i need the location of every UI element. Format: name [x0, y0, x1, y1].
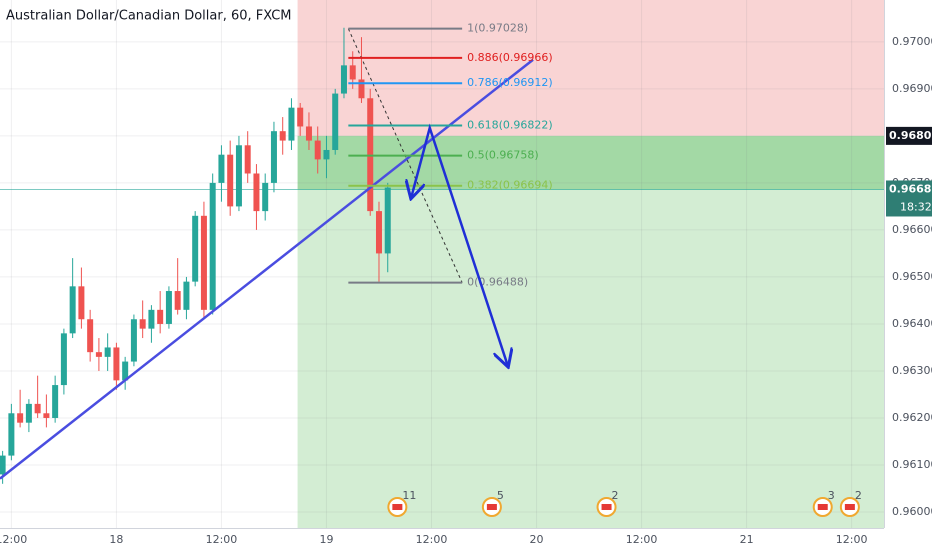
target-zone — [297, 189, 884, 528]
x-tick-label: 12:00 — [0, 533, 27, 546]
last-price-label: 0.96686 — [889, 182, 932, 195]
candle-body — [139, 319, 146, 329]
candle-body — [8, 413, 15, 456]
candle-body — [384, 187, 391, 254]
candle-body — [113, 347, 120, 381]
candle-body — [235, 145, 242, 207]
chart-title: Australian Dollar/Canadian Dollar, 60, F… — [6, 9, 292, 24]
candle-body — [270, 131, 277, 183]
candle-body — [104, 347, 111, 357]
candle-body — [297, 107, 304, 127]
candle-body — [262, 182, 269, 212]
x-tick-label: 19 — [319, 533, 333, 546]
candle-body — [17, 413, 24, 423]
candle-body — [358, 79, 365, 99]
candle-body — [95, 352, 102, 357]
stop-zone — [297, 0, 884, 136]
candle-body — [60, 333, 67, 386]
fib-label: 0.786(0.96912) — [467, 76, 553, 89]
candle-body — [253, 173, 260, 212]
event-count: 2 — [612, 489, 619, 502]
event-count: 2 — [855, 489, 862, 502]
candle-body — [34, 403, 41, 414]
y-tick-label: 0.97000 — [892, 35, 932, 48]
candle-body — [375, 211, 382, 254]
fib-label: 1(0.97028) — [467, 22, 528, 35]
x-tick-label: 12:00 — [626, 533, 658, 546]
x-tick-label: 12:00 — [416, 533, 448, 546]
fib-label: 0.382(0.96694) — [467, 179, 553, 192]
x-tick-label: 12:00 — [836, 533, 868, 546]
marked-price-box — [886, 126, 932, 145]
candle-body — [183, 281, 190, 310]
candle-body — [43, 413, 50, 418]
candle-body — [174, 291, 181, 310]
candle-body — [25, 403, 32, 423]
candle-body — [209, 182, 216, 310]
event-flag — [844, 504, 855, 510]
candle-body — [340, 65, 347, 94]
candle-body — [87, 319, 94, 353]
candle-body — [165, 291, 172, 324]
fib-label: 0.618(0.96822) — [467, 119, 553, 132]
projection-arrow — [411, 123, 507, 365]
candle-body — [314, 140, 321, 160]
trendline — [0, 58, 534, 480]
fib-label: 0.5(0.96758) — [467, 149, 539, 162]
x-tick-label: 12:00 — [206, 533, 238, 546]
event-count: 11 — [402, 489, 416, 502]
x-tick-label: 18 — [109, 533, 123, 546]
x-tick-label: 21 — [740, 533, 754, 546]
candle-body — [218, 154, 225, 183]
candle-body — [148, 309, 155, 329]
candle-body — [192, 215, 199, 282]
event-count: 3 — [828, 489, 835, 502]
entry-zone — [297, 135, 884, 190]
fib-label: 0.886(0.96966) — [467, 51, 553, 64]
candle-body — [52, 385, 59, 418]
countdown-label: 18:32 — [900, 200, 932, 213]
candle-body — [200, 215, 207, 310]
event-flag — [486, 504, 497, 510]
candle-body — [279, 131, 286, 141]
candle-body — [157, 309, 164, 324]
candle-body — [332, 93, 339, 150]
candle-body — [323, 149, 330, 160]
candle-body — [130, 319, 137, 362]
event-count: 5 — [497, 489, 504, 502]
last-price-box — [886, 180, 932, 217]
event-flag — [817, 504, 828, 510]
x-tick-label: 20 — [530, 533, 544, 546]
candle-body — [0, 455, 6, 475]
candle-body — [305, 126, 312, 141]
candle-body — [122, 361, 129, 381]
candle-body — [244, 145, 251, 174]
fib-label: 0(0.96488) — [467, 276, 528, 289]
candle-body — [227, 154, 234, 207]
candle-body — [69, 286, 76, 334]
candle-body — [78, 286, 85, 320]
candle-body — [349, 65, 356, 80]
event-flag — [601, 504, 612, 510]
event-flag — [392, 504, 403, 510]
candle-body — [288, 107, 295, 141]
